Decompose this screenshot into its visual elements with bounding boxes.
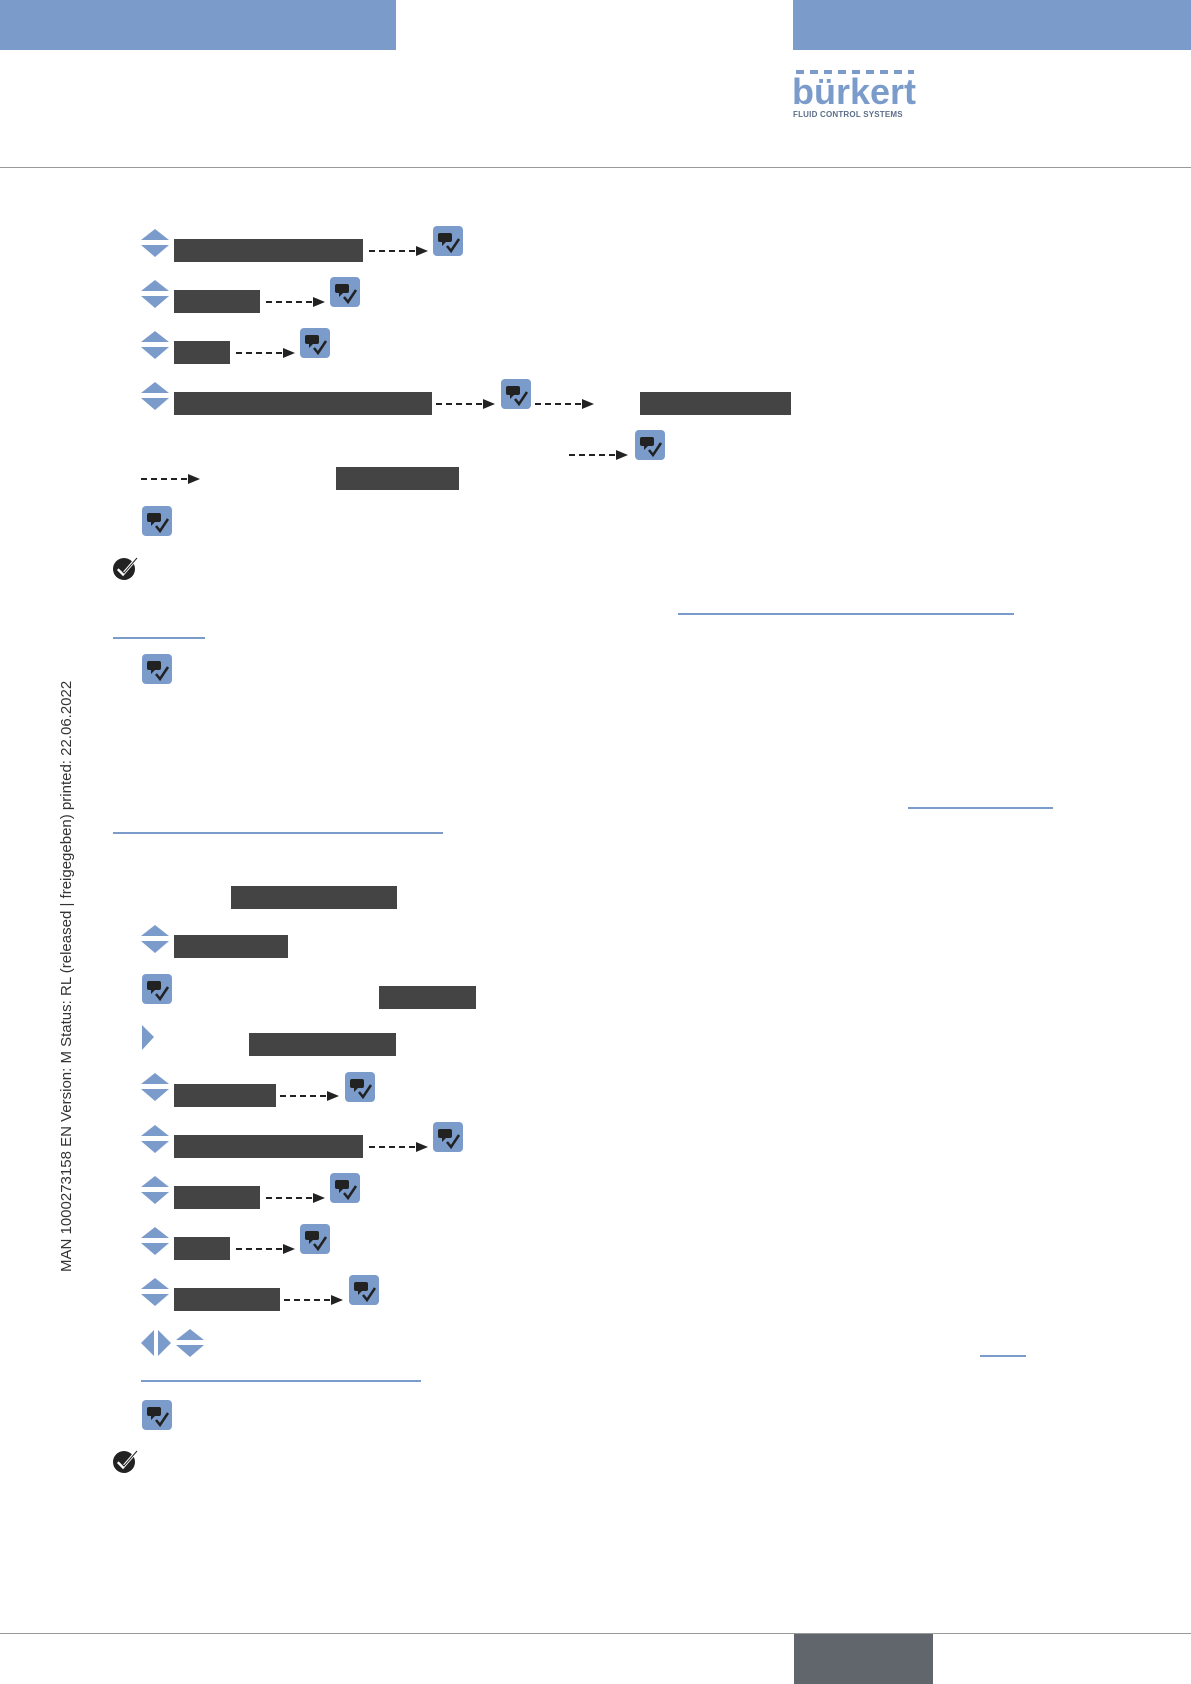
ok-button-icon bbox=[142, 506, 172, 536]
ok-button-icon bbox=[300, 328, 330, 358]
lcd-display bbox=[174, 392, 432, 415]
lcd-display bbox=[174, 935, 288, 958]
dashed-arrow-icon bbox=[266, 297, 325, 307]
dashed-arrow-icon bbox=[236, 348, 295, 358]
dashed-arrow-icon bbox=[266, 1193, 325, 1203]
dashed-arrow-icon bbox=[284, 1295, 343, 1305]
up-down-arrows-icon bbox=[141, 1073, 169, 1101]
brand-name: bürkert bbox=[792, 71, 917, 112]
ok-button-icon bbox=[433, 1122, 463, 1152]
lcd-display bbox=[174, 1186, 260, 1209]
up-down-arrows-icon bbox=[141, 1176, 169, 1204]
cross-reference-link[interactable] bbox=[113, 832, 443, 834]
lcd-display bbox=[231, 886, 397, 909]
dashed-arrow-icon bbox=[369, 246, 428, 256]
ok-button-icon bbox=[330, 1173, 360, 1203]
ok-button-icon bbox=[349, 1275, 379, 1305]
cross-reference-link[interactable] bbox=[113, 637, 205, 639]
document-metadata: MAN 1000273158 EN Version: M Status: RL … bbox=[58, 680, 75, 1272]
dashed-arrow-icon bbox=[369, 1142, 428, 1152]
dashed-arrow-icon bbox=[280, 1091, 339, 1101]
header-divider bbox=[0, 167, 1191, 168]
brand-logo: bürkert FLUID CONTROL SYSTEMS bbox=[792, 70, 918, 122]
lcd-display bbox=[174, 341, 230, 364]
dashed-arrow-icon bbox=[535, 399, 594, 409]
ok-button-icon bbox=[501, 379, 531, 409]
result-check-icon bbox=[113, 1450, 138, 1473]
up-down-arrows-icon bbox=[141, 382, 169, 410]
cross-reference-link[interactable] bbox=[980, 1355, 1026, 1357]
ok-button-icon bbox=[330, 277, 360, 307]
lcd-display bbox=[174, 239, 363, 262]
lcd-display bbox=[174, 1084, 276, 1107]
cross-reference-link[interactable] bbox=[908, 807, 1053, 809]
up-down-arrows-icon bbox=[141, 229, 169, 257]
ok-button-icon bbox=[142, 1400, 172, 1430]
up-down-arrows-icon bbox=[141, 925, 169, 953]
left-right-arrows-icon bbox=[141, 1330, 171, 1356]
page-number-box bbox=[794, 1634, 933, 1684]
ok-button-icon bbox=[635, 430, 665, 460]
ok-button-icon bbox=[300, 1224, 330, 1254]
result-check-icon bbox=[113, 557, 138, 580]
cross-reference-link[interactable] bbox=[678, 613, 1014, 615]
logo-dots bbox=[796, 70, 914, 74]
lcd-display bbox=[640, 392, 791, 415]
ok-button-icon bbox=[433, 226, 463, 256]
up-down-arrows-icon bbox=[141, 1125, 169, 1153]
up-down-arrows-icon bbox=[141, 331, 169, 359]
header-bar-right bbox=[793, 0, 1191, 50]
ok-button-icon bbox=[142, 654, 172, 684]
lcd-display bbox=[174, 290, 260, 313]
ok-button-icon bbox=[345, 1072, 375, 1102]
dashed-arrow-icon bbox=[436, 399, 495, 409]
dashed-arrow-icon bbox=[569, 450, 628, 460]
lcd-display bbox=[336, 467, 459, 490]
up-down-arrows-icon bbox=[176, 1329, 204, 1357]
up-down-arrows-icon bbox=[141, 280, 169, 308]
dashed-arrow-icon bbox=[141, 474, 200, 484]
lcd-display bbox=[379, 986, 476, 1009]
header-bar-left bbox=[0, 0, 396, 50]
up-down-arrows-icon bbox=[141, 1278, 169, 1306]
lcd-display bbox=[174, 1135, 363, 1158]
lcd-display bbox=[174, 1237, 230, 1260]
lcd-display bbox=[174, 1288, 280, 1311]
lcd-display bbox=[249, 1033, 396, 1056]
brand-tagline: FLUID CONTROL SYSTEMS bbox=[793, 110, 903, 119]
up-down-arrows-icon bbox=[141, 1227, 169, 1255]
right-arrow-icon bbox=[142, 1025, 154, 1050]
footer-divider bbox=[0, 1633, 1191, 1634]
dashed-arrow-icon bbox=[236, 1244, 295, 1254]
cross-reference-link[interactable] bbox=[141, 1380, 421, 1382]
ok-button-icon bbox=[142, 974, 172, 1004]
